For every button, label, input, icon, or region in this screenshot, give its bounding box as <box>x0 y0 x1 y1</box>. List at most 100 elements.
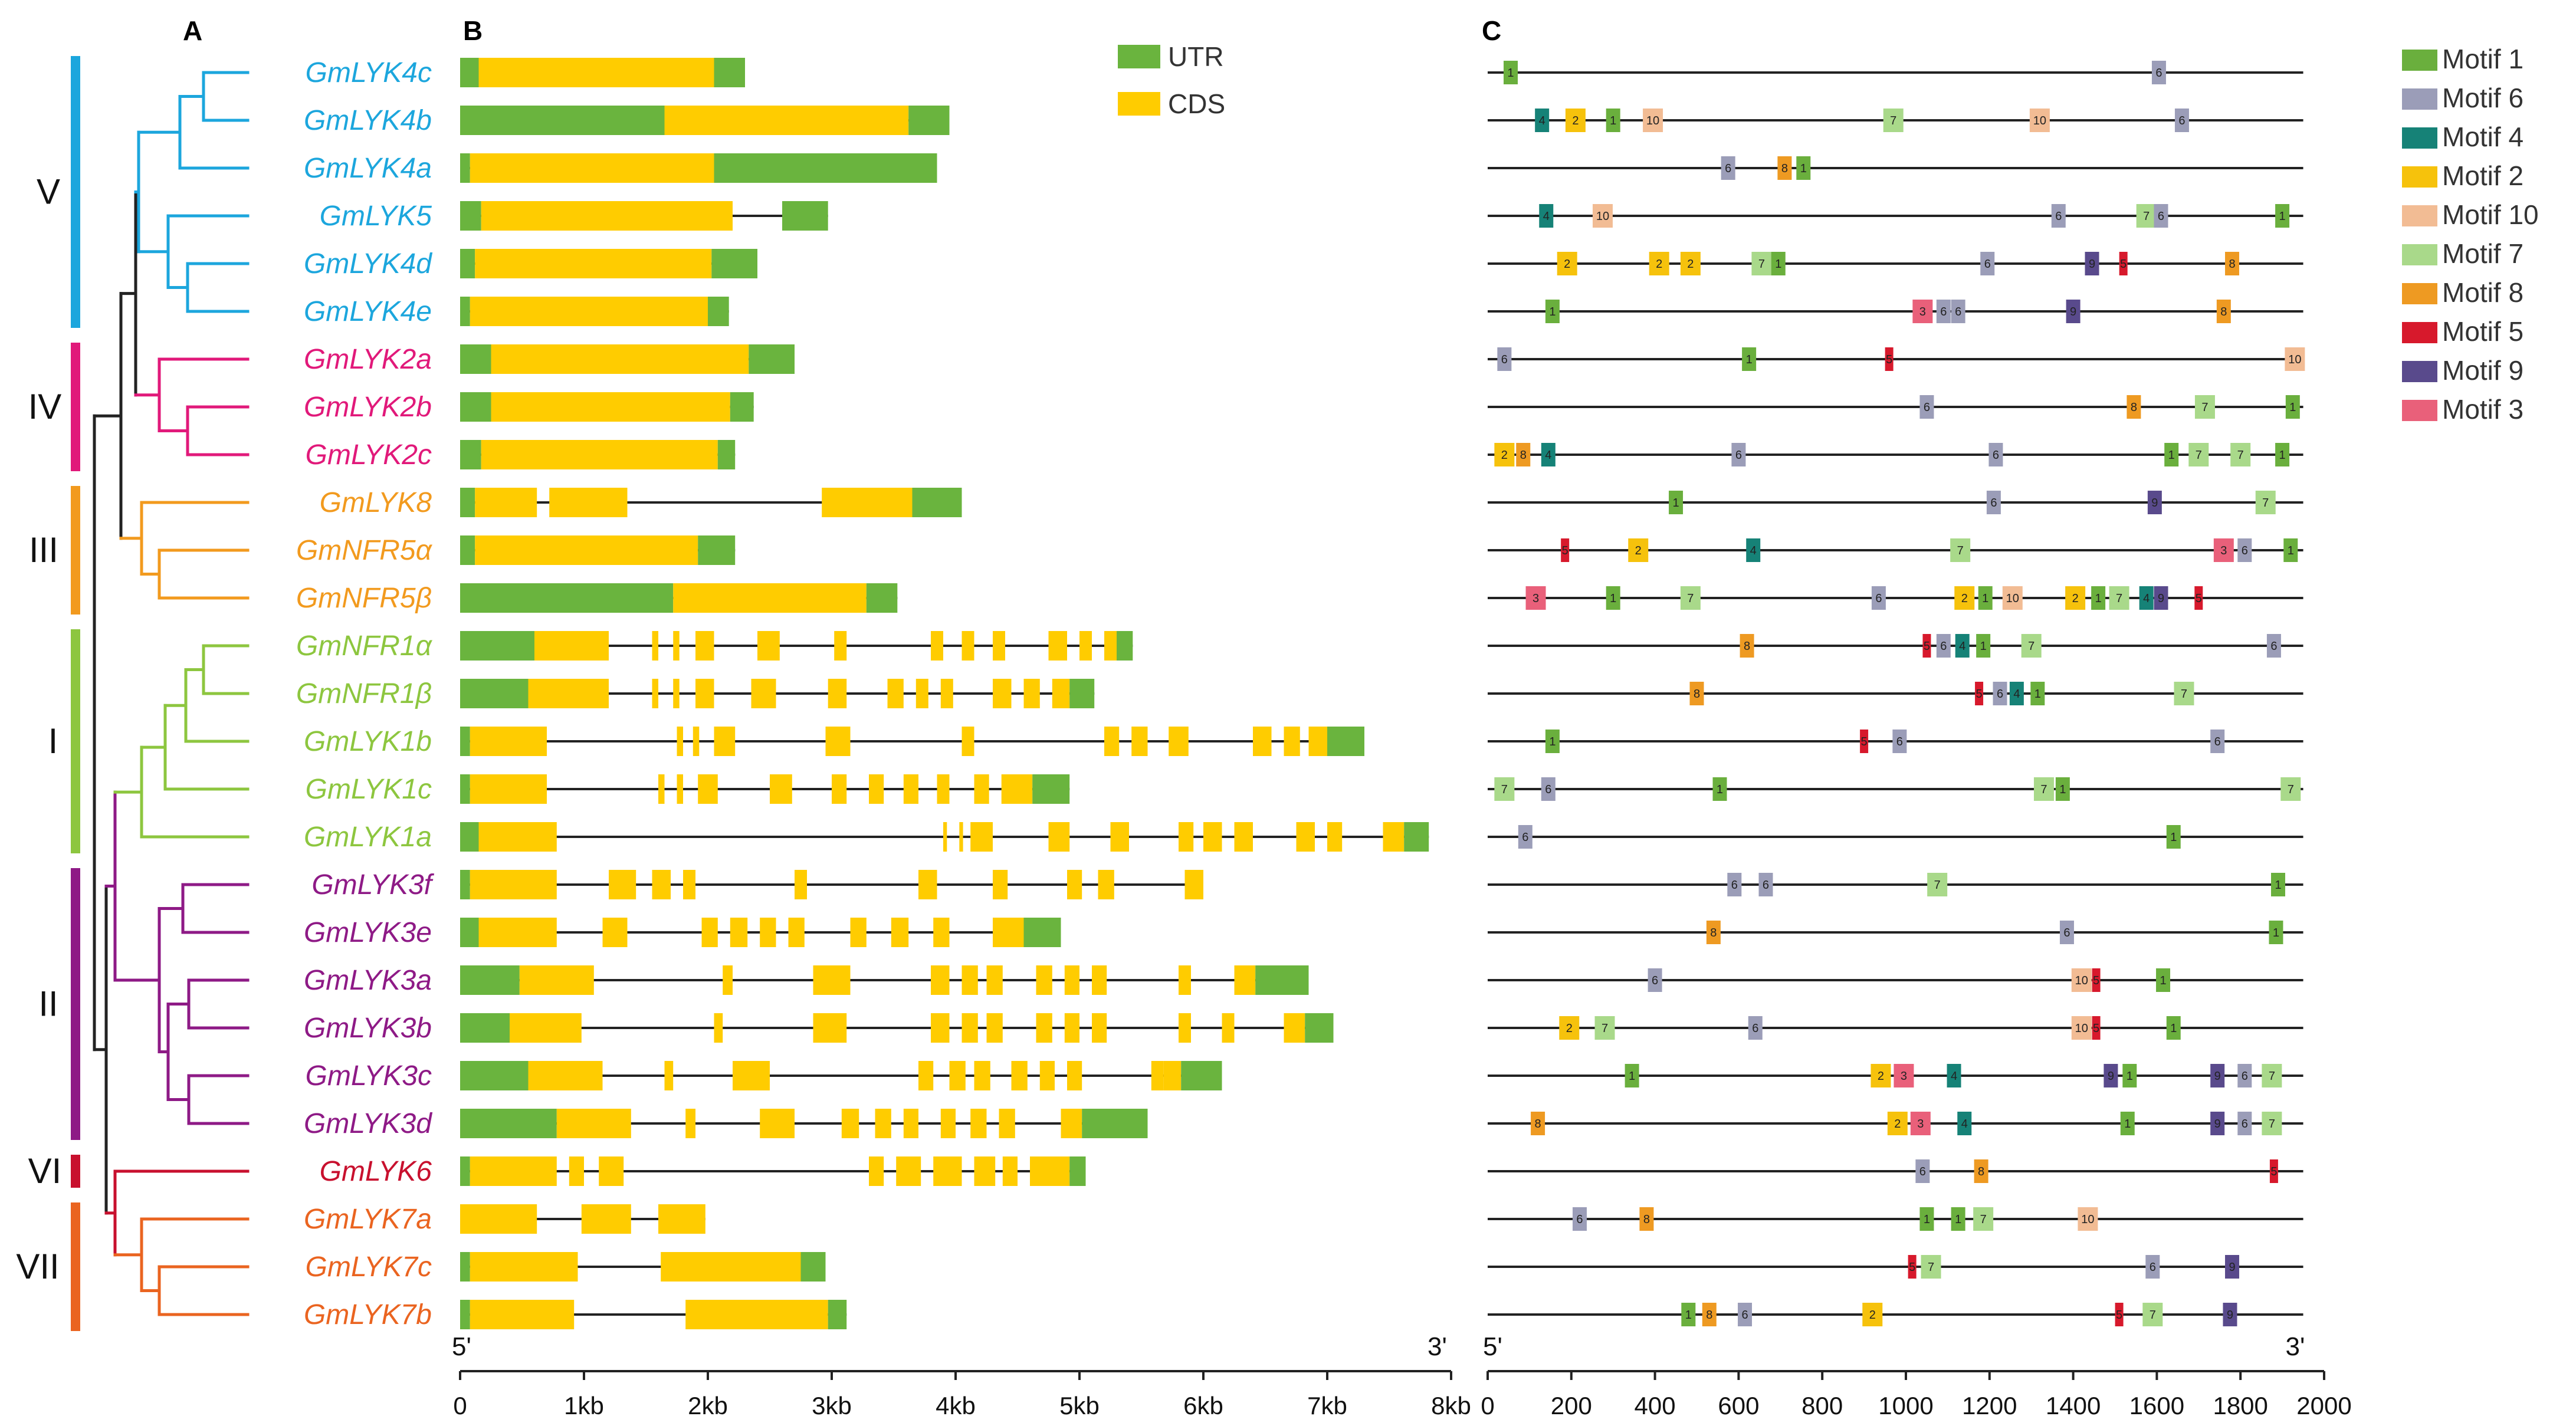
motif-number: 2 <box>1878 1070 1884 1083</box>
motif-7-box <box>2262 1112 2282 1135</box>
gene-label: GmNFR1β <box>296 678 432 709</box>
motif-number: 9 <box>2070 305 2076 318</box>
cds-segment <box>962 965 978 995</box>
gene-label: GmLYK5 <box>320 201 432 232</box>
motif-1-box <box>1796 156 1811 180</box>
motif-7-box <box>1494 777 1515 801</box>
motif-number: 1 <box>1800 162 1807 175</box>
cds-segment <box>943 822 947 852</box>
motif-number: 6 <box>1725 162 1731 175</box>
cds-segment <box>875 1109 891 1138</box>
cds-segment <box>931 965 950 995</box>
cds-segment <box>896 1156 921 1186</box>
motif-1-box <box>2275 204 2290 228</box>
cds-segment <box>661 1252 801 1282</box>
clade-bar-V <box>71 56 80 328</box>
cds-segment <box>1296 822 1315 852</box>
gene-label: GmLYK4b <box>304 105 432 136</box>
motif-9-box <box>2085 252 2099 275</box>
cds-segment <box>599 1156 624 1186</box>
motif-number: 8 <box>1706 1309 1712 1322</box>
axis-tick-label: 1200 <box>1962 1392 2017 1420</box>
motif-9-box <box>2210 1112 2225 1135</box>
motif-1-box <box>2271 873 2286 896</box>
motif-10-box <box>2078 1207 2098 1231</box>
motif-7-box <box>1680 586 1701 610</box>
motif-7-box <box>2262 1064 2282 1087</box>
motif-4-box <box>1955 634 1970 658</box>
cds-segment <box>470 727 547 756</box>
utr-segment <box>460 535 475 565</box>
cds-segment <box>940 679 953 708</box>
gene-label: GmLYK3f <box>311 869 434 901</box>
utr-segment <box>460 440 481 469</box>
motif-number: 2 <box>1564 258 1570 271</box>
motif-number: 6 <box>1940 640 1947 653</box>
motif-number: 5 <box>2093 1022 2099 1035</box>
motif-number: 1 <box>1610 592 1616 605</box>
motif-number: 7 <box>2269 1118 2275 1131</box>
utr-segment <box>1069 679 1095 708</box>
motif-number: 6 <box>1993 449 1999 462</box>
legend-swatch-m4 <box>2402 127 2437 149</box>
cds-segment <box>962 1013 978 1043</box>
utr-segment <box>460 1252 470 1282</box>
motif-7-box <box>2194 395 2215 419</box>
motif-6-box <box>1748 1016 1763 1040</box>
cds-segment <box>714 1013 723 1043</box>
cds-segment <box>652 870 671 899</box>
motif-5-box <box>1860 730 1869 753</box>
motif-1-box <box>2120 1112 2135 1135</box>
cds-segment <box>683 870 695 899</box>
cds-segment <box>475 535 698 565</box>
motif-7-box <box>2174 682 2194 705</box>
gene-label: GmLYK4e <box>304 296 432 327</box>
cds-segment <box>695 679 714 708</box>
motif-5-box <box>1922 634 1931 658</box>
motif-6-box <box>1541 777 1556 801</box>
gene-label: GmNFR5α <box>296 535 433 566</box>
cds-segment <box>986 1013 1003 1043</box>
motif-4-box <box>1957 1112 1972 1135</box>
cds-segment <box>723 965 733 995</box>
motif-number: 4 <box>2143 592 2150 605</box>
legend-label-m10: Motif 10 <box>2442 199 2539 230</box>
motif-6-box <box>2145 1255 2160 1279</box>
motif-4-box <box>1535 109 1550 132</box>
utr-segment <box>460 1013 510 1043</box>
axis-tick-label: 3kb <box>812 1392 852 1420</box>
clade-label-III: III <box>29 530 58 570</box>
motif-number: 7 <box>2288 783 2294 796</box>
motif-number: 8 <box>1710 926 1717 939</box>
motif-6-box <box>1721 156 1735 180</box>
motif-9-box <box>2223 1303 2237 1326</box>
motif-number: 9 <box>2214 1070 2221 1083</box>
axis-tick-label: 5kb <box>1059 1392 1100 1420</box>
motif-4-box <box>2009 682 2024 705</box>
gene-label: GmNFR5β <box>296 583 432 614</box>
gene-label: GmLYK2b <box>304 392 432 423</box>
motif-number: 1 <box>1507 67 1514 80</box>
cds-segment <box>918 870 937 899</box>
cds-segment <box>481 201 733 231</box>
cds-segment <box>903 1109 918 1138</box>
motif-number: 6 <box>2063 926 2070 939</box>
cds-segment <box>733 1061 770 1090</box>
clade-bar-III <box>71 486 80 615</box>
motif-number: 8 <box>1781 162 1788 175</box>
motif-7-box <box>2255 491 2276 514</box>
cds-segment <box>933 1156 962 1186</box>
motif-number: 1 <box>2279 449 2286 462</box>
motif-3-box <box>1910 1112 1931 1135</box>
cds-segment <box>949 1061 966 1090</box>
motif-number: 7 <box>2196 449 2202 462</box>
motif-5-box <box>2092 968 2101 992</box>
motif-number: 6 <box>2155 67 2162 80</box>
motif-number: 1 <box>2160 974 2166 987</box>
motif-10-box <box>2071 968 2092 992</box>
motif-2-box <box>1628 538 1649 562</box>
cds-segment <box>1039 1061 1055 1090</box>
utr-segment <box>460 106 665 135</box>
cds-segment <box>757 631 780 661</box>
cds-segment <box>933 918 950 947</box>
